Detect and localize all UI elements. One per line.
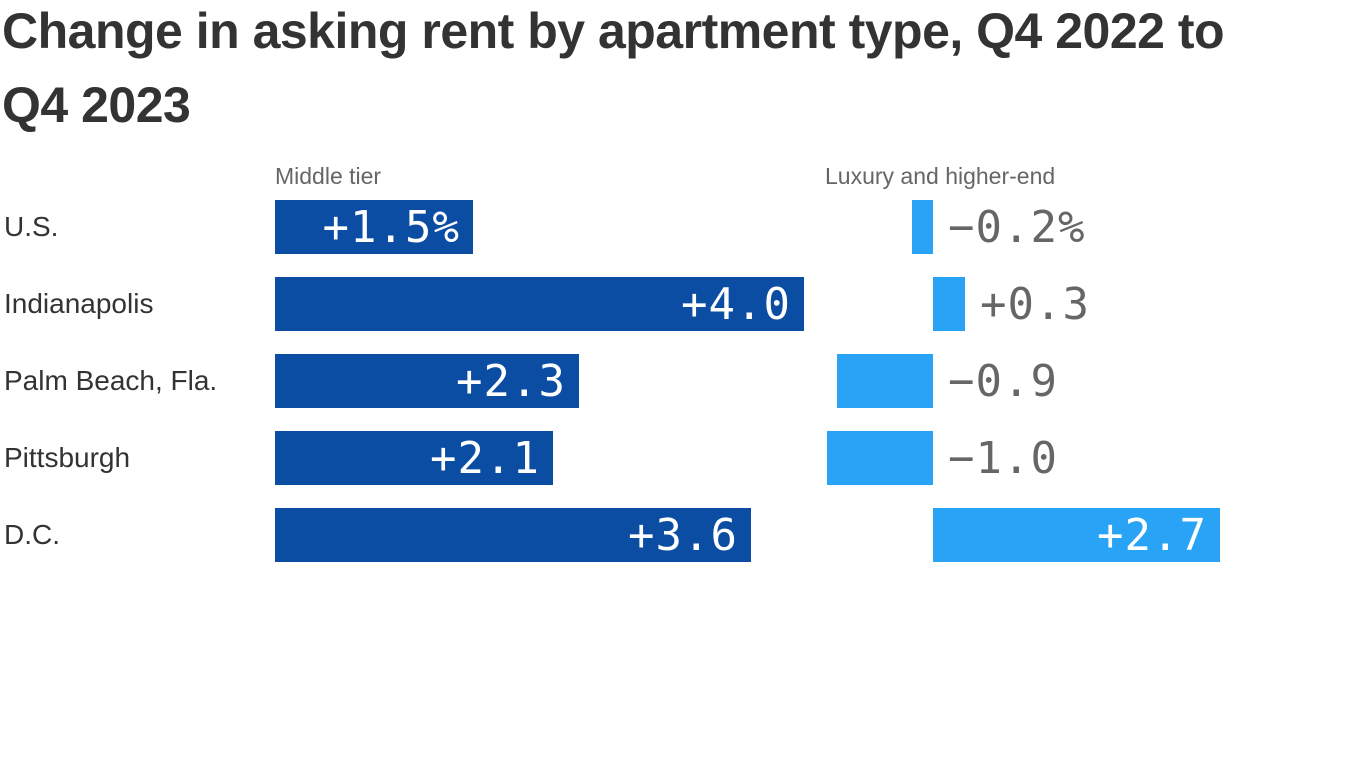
bar-palm-beach-fla-middle-tier — [275, 354, 579, 408]
bar-indianapolis-middle-tier — [275, 277, 804, 331]
bar-palm-beach-fla-luxury-and-higher-end — [837, 354, 933, 408]
value-label-palm-beach-fla-middle-tier: +2.3 — [456, 355, 566, 407]
bar-pittsburgh-middle-tier — [275, 431, 553, 485]
value-label-u-s-middle-tier: +1.5% — [322, 201, 460, 253]
bar-indianapolis-luxury-and-higher-end — [933, 277, 965, 331]
value-label-indianapolis-middle-tier: +4.0 — [681, 278, 791, 330]
category-label-indianapolis: Indianapolis — [4, 288, 154, 319]
value-label-d-c-luxury-and-higher-end: +2.7 — [1097, 509, 1207, 561]
bar-u-s-luxury-and-higher-end — [912, 200, 933, 254]
value-label-indianapolis-luxury-and-higher-end: +0.3 — [980, 278, 1090, 330]
category-label-pittsburgh: Pittsburgh — [4, 442, 131, 473]
value-label-d-c-middle-tier: +3.6 — [628, 509, 738, 561]
value-label-pittsburgh-middle-tier: +2.1 — [430, 432, 540, 484]
value-label-pittsburgh-luxury-and-higher-end: −1.0 — [948, 432, 1058, 484]
bar-d-c-luxury-and-higher-end — [933, 508, 1220, 562]
chart-title: Change in asking rent by apartment type,… — [2, 0, 1225, 142]
bar-u-s-middle-tier — [275, 200, 473, 254]
value-label-u-s-luxury-and-higher-end: −0.2% — [948, 201, 1086, 253]
bar-d-c-middle-tier — [275, 508, 751, 562]
chart-title-line-1: Change in asking rent by apartment type,… — [2, 3, 1225, 59]
column-header-middle-tier: Middle tier — [275, 163, 382, 189]
value-label-palm-beach-fla-luxury-and-higher-end: −0.9 — [948, 355, 1058, 407]
category-label-d-c: D.C. — [4, 519, 60, 550]
category-label-u-s: U.S. — [4, 211, 59, 242]
column-header-luxury: Luxury and higher-end — [825, 163, 1056, 189]
bar-pittsburgh-luxury-and-higher-end — [827, 431, 933, 485]
category-label-palm-beach-fla: Palm Beach, Fla. — [4, 365, 218, 396]
chart-title-line-2: Q4 2023 — [2, 77, 191, 133]
